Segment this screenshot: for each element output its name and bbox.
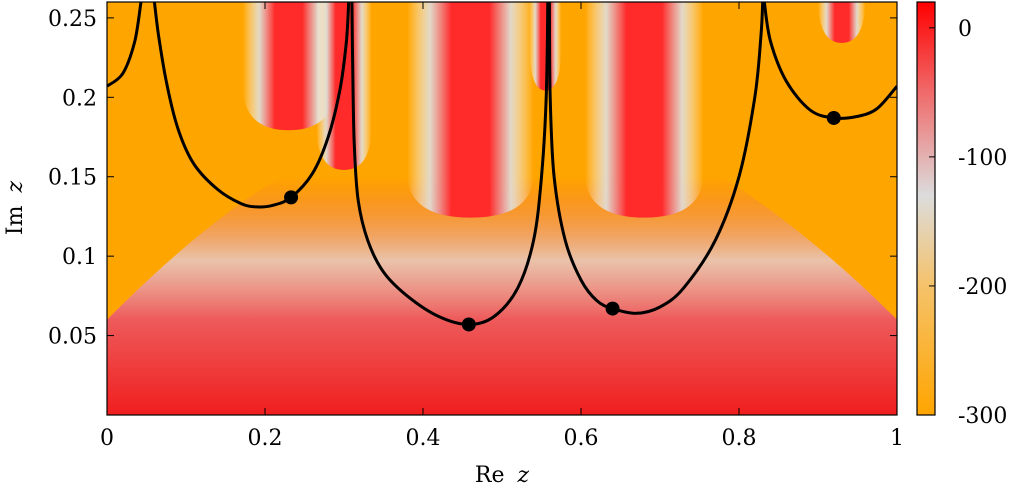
colorbar-tick-label: -200 (958, 275, 1007, 300)
y-axis-label: Im z (3, 181, 28, 236)
y-tick-label: 0.1 (62, 245, 97, 270)
colorbar (916, 1, 936, 416)
y-axis-label-var: z (3, 181, 28, 194)
curve-3 (350, 2, 550, 326)
x-axis-label-var: z (517, 463, 530, 488)
x-axis-label: Re z (475, 463, 530, 488)
x-tick-label: 0.8 (722, 426, 757, 451)
red-column-1 (242, 2, 335, 131)
y-axis-label-main: Im (3, 205, 28, 235)
plot-frame (106, 1, 898, 416)
curve-1 (107, 2, 143, 88)
curve-2 (152, 2, 351, 209)
red-column-5 (584, 2, 704, 218)
data-point-3 (605, 301, 620, 316)
data-point-2 (461, 317, 476, 332)
x-axis: 0 0.2 0.4 0.6 0.8 1 (100, 2, 904, 451)
contour-curves (107, 2, 897, 326)
x-tick-label: 0.6 (564, 426, 599, 451)
x-tick-label: 1 (890, 426, 904, 451)
data-point-4 (826, 110, 841, 125)
x-tick-label: 0 (100, 426, 114, 451)
colorbar-tick-label: -100 (958, 146, 1007, 171)
field-bottom-band (107, 176, 897, 415)
x-tick-label: 0.2 (248, 426, 283, 451)
colorbar-tick-label: -300 (958, 404, 1007, 429)
x-tick-label: 0.4 (406, 426, 441, 451)
y-tick-label: 0.15 (48, 166, 97, 191)
x-axis-label-main: Re (475, 463, 505, 488)
red-column-3 (407, 2, 534, 218)
red-column-6 (818, 2, 866, 43)
y-tick-label: 0.2 (62, 86, 97, 111)
y-tick-label: 0.25 (48, 7, 97, 32)
data-point-1 (284, 190, 299, 205)
curve-5 (762, 2, 897, 120)
data-points (284, 110, 841, 332)
colorbar-tick-label: 0 (958, 17, 972, 42)
heatmap-field (107, 2, 897, 415)
curve-4 (547, 2, 765, 315)
y-tick-label: 0.05 (48, 325, 97, 350)
colorbar-axis: 0 -100 -200 -300 (929, 17, 1007, 429)
red-column-4 (529, 2, 562, 91)
y-axis: 0.05 0.1 0.15 0.2 0.25 (48, 7, 897, 350)
